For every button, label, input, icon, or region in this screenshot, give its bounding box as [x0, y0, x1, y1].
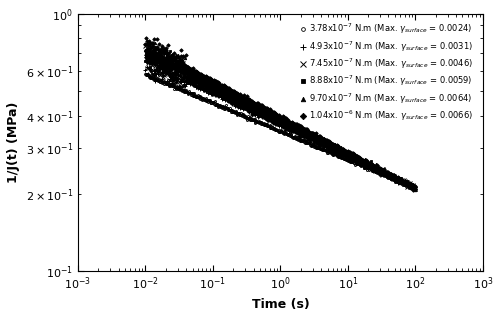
- 3.78x10$^{-7}$ N.m (Max. $\gamma_{surface}$ = 0.0024): [142, 72, 148, 76]
- Y-axis label: 1/J(t) (MPa): 1/J(t) (MPa): [7, 102, 20, 183]
- 3.78x10$^{-7}$ N.m (Max. $\gamma_{surface}$ = 0.0024): [412, 186, 418, 190]
- Line: 1.04x10$^{-6}$ N.m (Max. $\gamma_{surface}$ = 0.0066): 1.04x10$^{-6}$ N.m (Max. $\gamma_{surfac…: [144, 37, 416, 191]
- 7.45x10$^{-7}$ N.m (Max. $\gamma_{surface}$ = 0.0046): [142, 45, 148, 48]
- 8.88x10$^{-7}$ N.m (Max. $\gamma_{surface}$ = 0.0059): [219, 88, 225, 92]
- 8.88x10$^{-7}$ N.m (Max. $\gamma_{surface}$ = 0.0059): [142, 59, 148, 62]
- 7.45x10$^{-7}$ N.m (Max. $\gamma_{surface}$ = 0.0046): [386, 173, 392, 177]
- 3.78x10$^{-7}$ N.m (Max. $\gamma_{surface}$ = 0.0024): [412, 187, 418, 191]
- 9.70x10$^{-7}$ N.m (Max. $\gamma_{surface}$ = 0.0064): [209, 80, 215, 83]
- 1.04x10$^{-6}$ N.m (Max. $\gamma_{surface}$ = 0.0066): [386, 173, 392, 176]
- Line: 8.88x10$^{-7}$ N.m (Max. $\gamma_{surface}$ = 0.0059): 8.88x10$^{-7}$ N.m (Max. $\gamma_{surfac…: [144, 44, 416, 190]
- 1.04x10$^{-6}$ N.m (Max. $\gamma_{surface}$ = 0.0066): [219, 83, 225, 87]
- 8.88x10$^{-7}$ N.m (Max. $\gamma_{surface}$ = 0.0059): [146, 43, 152, 47]
- 4.93x10$^{-7}$ N.m (Max. $\gamma_{surface}$ = 0.0031): [209, 93, 215, 96]
- 9.70x10$^{-7}$ N.m (Max. $\gamma_{surface}$ = 0.0064): [219, 86, 225, 90]
- 7.45x10$^{-7}$ N.m (Max. $\gamma_{surface}$ = 0.0046): [352, 156, 358, 160]
- 1.04x10$^{-6}$ N.m (Max. $\gamma_{surface}$ = 0.0066): [143, 36, 149, 40]
- 3.78x10$^{-7}$ N.m (Max. $\gamma_{surface}$ = 0.0024): [209, 100, 215, 104]
- 4.93x10$^{-7}$ N.m (Max. $\gamma_{surface}$ = 0.0031): [320, 146, 326, 149]
- Line: 7.45x10$^{-7}$ N.m (Max. $\gamma_{surface}$ = 0.0046): 7.45x10$^{-7}$ N.m (Max. $\gamma_{surfac…: [144, 45, 417, 191]
- 9.70x10$^{-7}$ N.m (Max. $\gamma_{surface}$ = 0.0064): [386, 174, 392, 178]
- 9.70x10$^{-7}$ N.m (Max. $\gamma_{surface}$ = 0.0064): [353, 155, 359, 159]
- 7.45x10$^{-7}$ N.m (Max. $\gamma_{surface}$ = 0.0046): [412, 186, 418, 190]
- 8.88x10$^{-7}$ N.m (Max. $\gamma_{surface}$ = 0.0059): [412, 185, 418, 189]
- 4.93x10$^{-7}$ N.m (Max. $\gamma_{surface}$ = 0.0031): [142, 68, 148, 72]
- 8.88x10$^{-7}$ N.m (Max. $\gamma_{surface}$ = 0.0059): [353, 156, 359, 160]
- 1.04x10$^{-6}$ N.m (Max. $\gamma_{surface}$ = 0.0066): [209, 78, 215, 82]
- 1.04x10$^{-6}$ N.m (Max. $\gamma_{surface}$ = 0.0066): [142, 42, 148, 45]
- 9.70x10$^{-7}$ N.m (Max. $\gamma_{surface}$ = 0.0064): [412, 186, 418, 190]
- 3.78x10$^{-7}$ N.m (Max. $\gamma_{surface}$ = 0.0024): [228, 108, 234, 112]
- 9.70x10$^{-7}$ N.m (Max. $\gamma_{surface}$ = 0.0064): [145, 40, 151, 44]
- 8.88x10$^{-7}$ N.m (Max. $\gamma_{surface}$ = 0.0059): [209, 84, 215, 88]
- 1.04x10$^{-6}$ N.m (Max. $\gamma_{surface}$ = 0.0066): [412, 185, 418, 189]
- Legend: 3.78x10$^{-7}$ N.m (Max. $\gamma_{surface}$ = 0.0024), 4.93x10$^{-7}$ N.m (Max. : 3.78x10$^{-7}$ N.m (Max. $\gamma_{surfac…: [298, 20, 474, 125]
- 9.70x10$^{-7}$ N.m (Max. $\gamma_{surface}$ = 0.0064): [412, 188, 418, 192]
- 8.88x10$^{-7}$ N.m (Max. $\gamma_{surface}$ = 0.0059): [411, 187, 417, 191]
- 9.70x10$^{-7}$ N.m (Max. $\gamma_{surface}$ = 0.0064): [228, 90, 234, 94]
- 4.93x10$^{-7}$ N.m (Max. $\gamma_{surface}$ = 0.0031): [219, 94, 225, 98]
- 1.04x10$^{-6}$ N.m (Max. $\gamma_{surface}$ = 0.0066): [353, 154, 359, 158]
- 8.88x10$^{-7}$ N.m (Max. $\gamma_{surface}$ = 0.0059): [386, 173, 392, 177]
- Line: 4.93x10$^{-7}$ N.m (Max. $\gamma_{surface}$ = 0.0031): 4.93x10$^{-7}$ N.m (Max. $\gamma_{surfac…: [144, 48, 417, 191]
- 4.93x10$^{-7}$ N.m (Max. $\gamma_{surface}$ = 0.0031): [148, 48, 154, 52]
- 3.78x10$^{-7}$ N.m (Max. $\gamma_{surface}$ = 0.0024): [353, 162, 359, 166]
- 1.04x10$^{-6}$ N.m (Max. $\gamma_{surface}$ = 0.0066): [320, 138, 326, 142]
- 7.45x10$^{-7}$ N.m (Max. $\gamma_{surface}$ = 0.0046): [412, 187, 418, 191]
- 8.88x10$^{-7}$ N.m (Max. $\gamma_{surface}$ = 0.0059): [228, 94, 234, 98]
- Line: 9.70x10$^{-7}$ N.m (Max. $\gamma_{surface}$ = 0.0064): 9.70x10$^{-7}$ N.m (Max. $\gamma_{surfac…: [144, 40, 416, 191]
- 4.93x10$^{-7}$ N.m (Max. $\gamma_{surface}$ = 0.0031): [386, 172, 392, 176]
- 1.04x10$^{-6}$ N.m (Max. $\gamma_{surface}$ = 0.0066): [410, 188, 416, 192]
- 4.93x10$^{-7}$ N.m (Max. $\gamma_{surface}$ = 0.0031): [411, 187, 417, 191]
- 3.78x10$^{-7}$ N.m (Max. $\gamma_{surface}$ = 0.0024): [320, 146, 326, 149]
- 3.78x10$^{-7}$ N.m (Max. $\gamma_{surface}$ = 0.0024): [219, 105, 225, 108]
- 4.93x10$^{-7}$ N.m (Max. $\gamma_{surface}$ = 0.0031): [353, 160, 359, 163]
- 7.45x10$^{-7}$ N.m (Max. $\gamma_{surface}$ = 0.0046): [320, 141, 326, 145]
- 9.70x10$^{-7}$ N.m (Max. $\gamma_{surface}$ = 0.0064): [320, 139, 326, 143]
- 4.93x10$^{-7}$ N.m (Max. $\gamma_{surface}$ = 0.0031): [228, 100, 234, 104]
- 7.45x10$^{-7}$ N.m (Max. $\gamma_{surface}$ = 0.0046): [208, 85, 214, 89]
- 9.70x10$^{-7}$ N.m (Max. $\gamma_{surface}$ = 0.0064): [142, 48, 148, 52]
- 7.45x10$^{-7}$ N.m (Max. $\gamma_{surface}$ = 0.0046): [218, 91, 224, 94]
- 7.45x10$^{-7}$ N.m (Max. $\gamma_{surface}$ = 0.0046): [228, 95, 234, 99]
- 1.04x10$^{-6}$ N.m (Max. $\gamma_{surface}$ = 0.0066): [228, 89, 234, 93]
- 3.78x10$^{-7}$ N.m (Max. $\gamma_{surface}$ = 0.0024): [386, 174, 392, 177]
- X-axis label: Time (s): Time (s): [252, 298, 310, 311]
- Line: 3.78x10$^{-7}$ N.m (Max. $\gamma_{surface}$ = 0.0024): 3.78x10$^{-7}$ N.m (Max. $\gamma_{surfac…: [144, 73, 416, 190]
- 8.88x10$^{-7}$ N.m (Max. $\gamma_{surface}$ = 0.0059): [320, 140, 326, 144]
- 4.93x10$^{-7}$ N.m (Max. $\gamma_{surface}$ = 0.0031): [412, 187, 418, 191]
- 3.78x10$^{-7}$ N.m (Max. $\gamma_{surface}$ = 0.0024): [144, 72, 150, 75]
